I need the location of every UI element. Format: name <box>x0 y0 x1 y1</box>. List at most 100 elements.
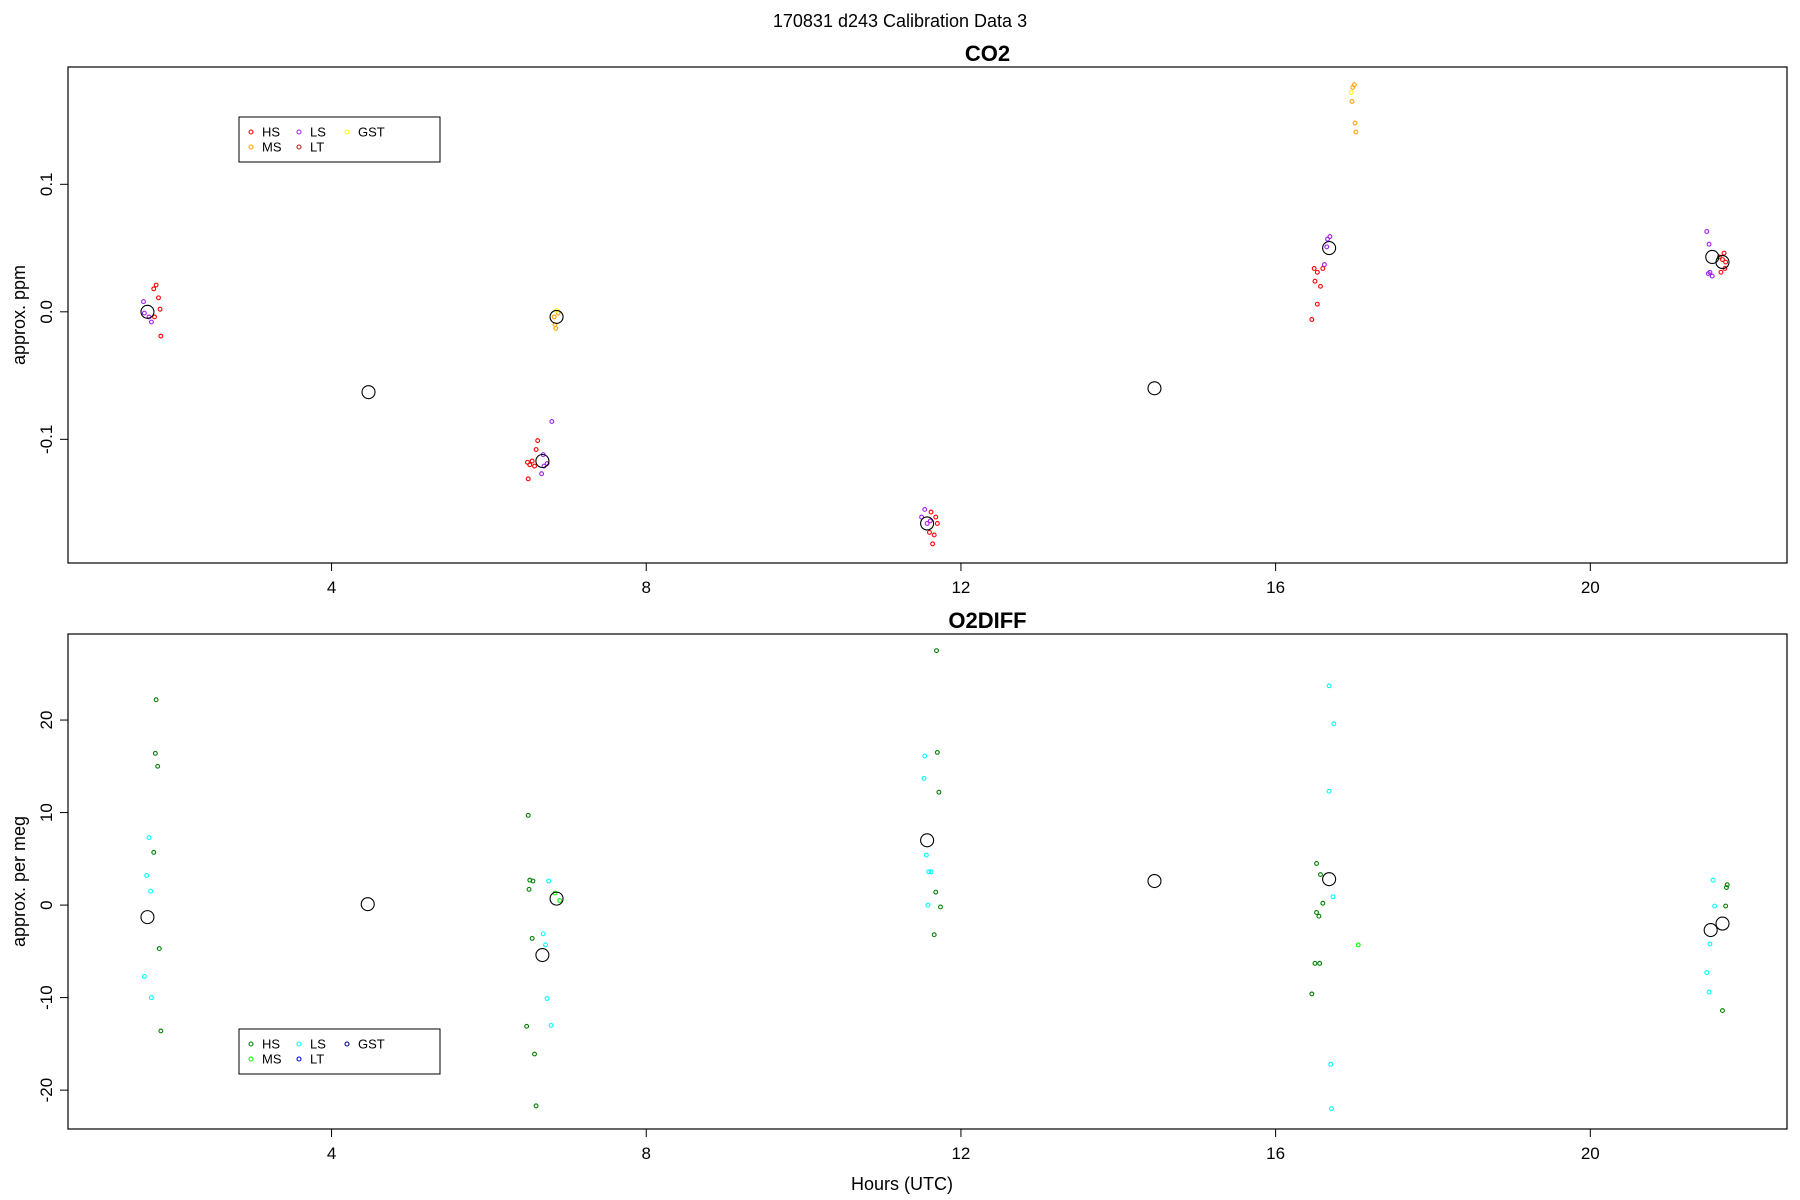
o2diff-y-tick-label: -10 <box>37 985 56 1010</box>
o2diff-legend-label-lt: LT <box>310 1052 324 1067</box>
co2-legend-marker-gst <box>344 129 350 135</box>
o2diff-point-ls <box>1712 903 1718 909</box>
o2diff-point-hs <box>1724 882 1730 888</box>
co2-point-ls <box>922 506 928 512</box>
o2diff-point-hs <box>938 904 943 910</box>
co2-point-hs <box>152 314 157 320</box>
co2-point-hs <box>153 282 159 288</box>
o2diff-mean-point <box>1322 872 1337 887</box>
co2-plot-frame <box>67 66 1788 564</box>
o2diff-point-hs <box>936 789 942 795</box>
o2diff-y-tick-label: 0 <box>37 900 56 909</box>
co2-legend-label-lt: LT <box>310 140 324 155</box>
co2-point-ls <box>1704 229 1710 234</box>
co2-point-hs <box>1314 269 1320 275</box>
co2-point-ms <box>1352 120 1358 126</box>
o2diff-y-tick-label: -20 <box>37 1078 56 1103</box>
co2-mean-point <box>1715 255 1730 270</box>
co2-point-hs <box>532 463 537 469</box>
co2-x-tick-label: 16 <box>1266 578 1285 597</box>
co2-point-ls <box>141 299 146 305</box>
co2-point-gst <box>1348 90 1354 95</box>
co2-x-tick-label: 12 <box>951 578 970 597</box>
o2diff-point-hs <box>1318 872 1323 878</box>
o2diff-legend-marker-lt <box>296 1056 302 1062</box>
o2diff-data-points <box>140 648 1730 1112</box>
co2-point-ls <box>1706 241 1712 247</box>
o2diff-point-hs <box>1314 910 1319 915</box>
o2diff-point-ls <box>144 873 150 878</box>
co2-point-hs <box>934 521 940 526</box>
o2diff-point-ls <box>1328 1061 1334 1067</box>
o2diff-y-tick-label: 20 <box>37 711 56 730</box>
co2-point-ms <box>551 314 557 320</box>
co2-point-hs <box>1314 301 1320 307</box>
co2-point-ls <box>1709 273 1715 279</box>
o2diff-mean-point <box>1715 916 1730 931</box>
o2diff-title: O2DIFF <box>948 608 1026 633</box>
o2diff-point-hs <box>1317 960 1323 966</box>
co2-point-ls <box>1321 262 1327 268</box>
co2-point-ms <box>553 325 559 331</box>
co2-y-axis-label: approx. ppm <box>9 265 29 365</box>
o2diff-point-hs <box>153 697 159 703</box>
co2-point-hs <box>157 306 163 312</box>
co2-point-ls <box>148 319 154 325</box>
co2-mean-point <box>535 453 550 469</box>
co2-point-hs <box>1309 317 1315 322</box>
o2diff-x-tick-label: 12 <box>951 1144 970 1163</box>
o2diff-point-hs <box>151 849 157 855</box>
o2diff-point-hs <box>1312 960 1318 966</box>
co2-point-hs <box>533 447 539 452</box>
o2diff-point-hs <box>533 1103 539 1109</box>
o2diff-point-hs <box>529 935 535 941</box>
co2-y-tick-label: 0.1 <box>37 172 56 196</box>
co2-point-hs <box>535 438 541 444</box>
o2diff-point-ls <box>546 878 552 884</box>
o2diff-point-hs <box>1320 900 1326 906</box>
o2diff-point-hs <box>1314 861 1319 866</box>
o2diff-point-ls <box>1710 877 1716 883</box>
o2diff-mean-point <box>1703 923 1718 938</box>
o2diff-legend-marker-gst <box>344 1041 350 1047</box>
co2-point-hs <box>151 286 157 292</box>
co2-point-hs <box>1721 250 1727 256</box>
o2diff-point-ms <box>1355 942 1361 948</box>
co2-point-hs <box>1312 278 1318 284</box>
o2diff-legend-label-ls: LS <box>310 1037 326 1052</box>
o2diff-point-ls <box>1326 683 1332 689</box>
co2-y-tick-label: -0.1 <box>37 425 56 454</box>
o2diff-point-ls <box>921 775 927 781</box>
o2diff-point-hs <box>530 878 536 884</box>
o2diff-legend-marker-ms <box>248 1056 254 1062</box>
o2diff-point-hs <box>155 763 161 769</box>
o2diff-legend-label-hs: HS <box>262 1037 280 1052</box>
co2-y-tick-label: 0.0 <box>37 300 56 324</box>
o2diff-point-ls <box>1706 989 1712 995</box>
o2diff-point-hs <box>525 812 531 818</box>
o2diff-point-ls <box>1331 721 1337 727</box>
co2-legend-box <box>238 116 441 163</box>
o2diff-point-hs <box>526 886 532 892</box>
co2-point-ms <box>1351 82 1357 88</box>
co2-point-ms <box>1349 98 1355 104</box>
o2diff-point-ls <box>928 869 934 875</box>
co2-point-ls <box>919 514 925 520</box>
o2diff-point-hs <box>532 1051 537 1057</box>
o2diff-mean-point <box>549 891 564 906</box>
o2diff-mean-point <box>920 833 935 848</box>
co2-x-tick-label: 8 <box>642 578 651 597</box>
o2diff-y-axis-label: approx. per meg <box>9 816 29 947</box>
co2-point-hs <box>529 458 535 464</box>
co2-legend-marker-ms <box>248 144 254 150</box>
co2-point-hs <box>931 532 937 538</box>
o2diff-point-ls <box>548 1022 554 1028</box>
co2-point-hs <box>1723 259 1729 265</box>
co2-mean-point <box>1322 241 1337 256</box>
x-axis-label: Hours (UTC) <box>851 1174 953 1194</box>
co2-legend-label-gst: GST <box>358 125 385 140</box>
o2diff-point-ls <box>148 995 154 1001</box>
